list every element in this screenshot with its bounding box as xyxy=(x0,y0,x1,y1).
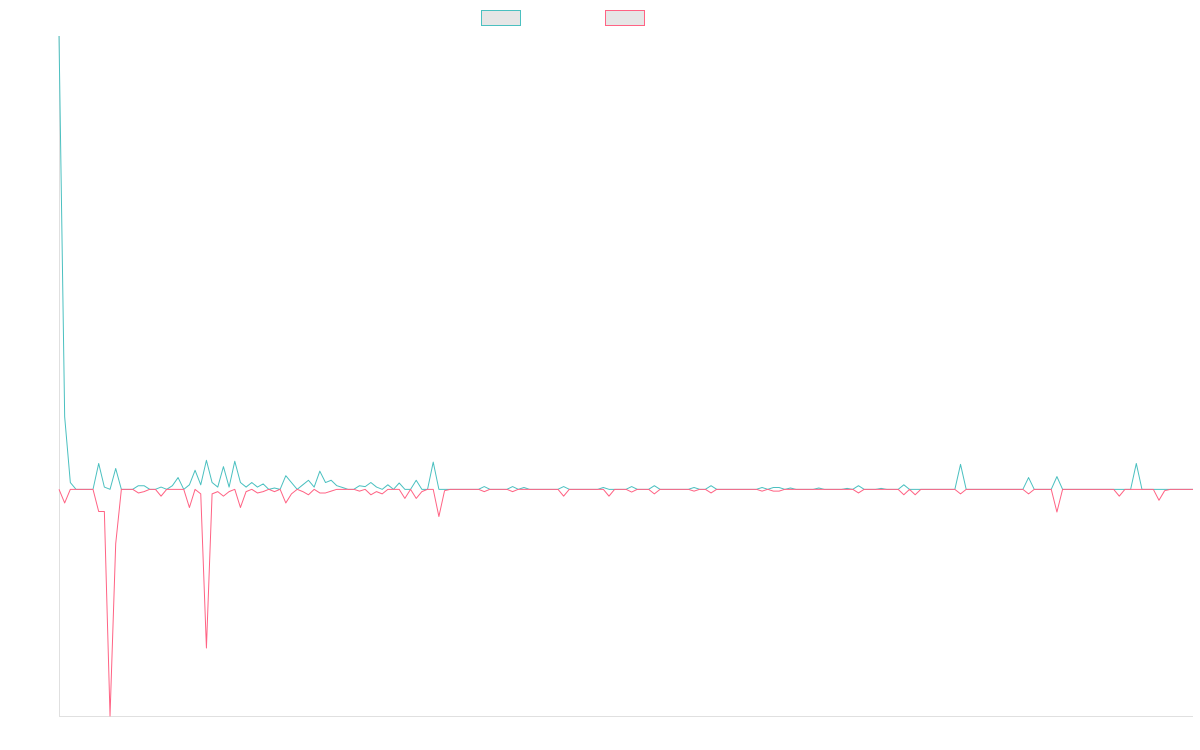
legend-swatch xyxy=(481,10,521,26)
series-line xyxy=(58,35,1193,490)
legend xyxy=(481,10,645,26)
legend-swatch xyxy=(605,10,645,26)
series-line xyxy=(58,488,1193,717)
